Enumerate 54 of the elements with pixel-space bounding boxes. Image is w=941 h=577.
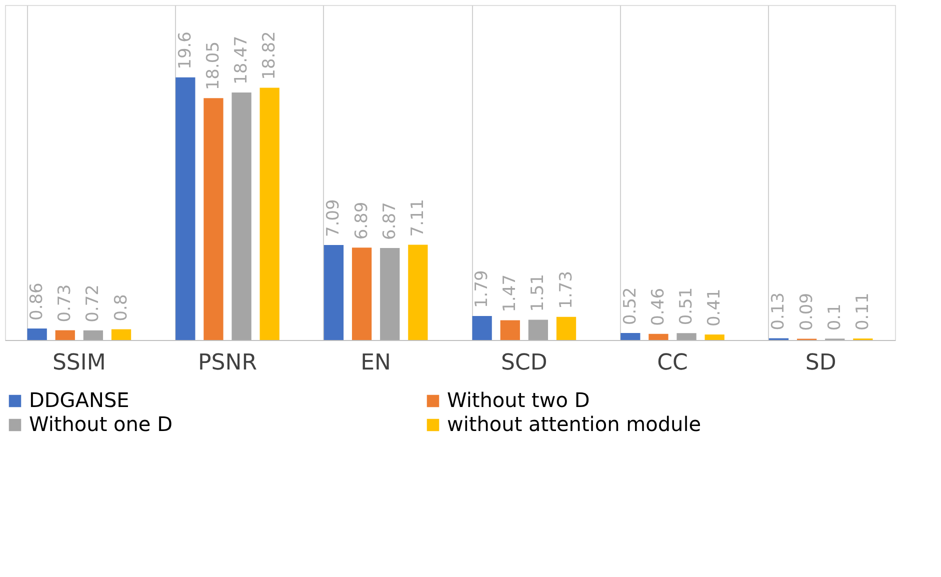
bar [704,334,724,340]
x-tick-label: SD [805,350,836,376]
bar [111,329,132,340]
bar [55,330,75,340]
data-label: 0.52 [620,287,640,326]
data-label: 0.72 [83,284,104,322]
data-label: 19.6 [175,32,196,70]
data-label: 18.05 [203,41,224,90]
bar [27,328,47,340]
data-label: 7.09 [324,199,344,237]
data-label: 1.47 [500,274,520,312]
bar [648,334,668,340]
data-label: 0.73 [55,284,76,322]
data-label: 0.51 [676,287,697,326]
x-tick-label: SSIM [52,350,106,376]
data-label: 1.79 [472,270,492,308]
bar [232,92,252,340]
data-label: 18.47 [232,36,252,84]
bar [176,77,196,340]
bar [500,320,520,340]
data-label: 0.46 [648,288,668,326]
data-label: 0.86 [27,282,48,320]
data-label: 1.51 [528,274,548,312]
bar [324,244,344,340]
legend-label: Without two D [447,388,590,412]
bar [528,320,548,340]
data-label: 6.87 [380,202,400,240]
x-tick-label: EN [360,350,392,376]
x-tick-label: PSNR [198,350,257,376]
legend-label: DDGANSE [29,388,130,412]
legend-label: Without one D [29,412,172,436]
data-label: 0.13 [768,292,789,330]
x-tick-label: SCD [501,350,548,376]
bar [83,330,104,340]
data-label: 7.11 [408,198,428,237]
data-label: 0.8 [111,294,132,322]
legend-label: without attention module [447,412,702,436]
data-label: 0.11 [852,292,873,331]
data-label: 1.73 [556,270,576,309]
bar [472,316,492,340]
bar [352,248,372,340]
bar [380,248,400,340]
bar [260,88,280,340]
data-label: 0.09 [796,292,817,331]
bar [408,244,428,340]
bar [676,333,696,340]
bar [204,98,224,340]
x-tick-label: CC [657,350,688,376]
data-label: 18.82 [260,31,280,80]
data-label: 0.41 [704,288,725,327]
data-label: 0.1 [824,304,845,331]
data-label: 6.89 [352,202,372,240]
bar [620,333,640,340]
bar [556,316,576,340]
